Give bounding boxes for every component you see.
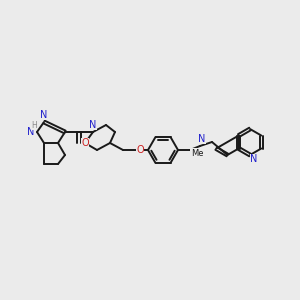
Text: H: H <box>31 121 37 130</box>
Text: O: O <box>81 138 89 148</box>
Text: O: O <box>136 145 144 155</box>
Text: N: N <box>250 154 258 164</box>
Text: N: N <box>40 110 48 120</box>
Text: Me: Me <box>191 148 203 158</box>
Text: N: N <box>27 127 35 137</box>
Text: N: N <box>89 120 97 130</box>
Text: N: N <box>198 134 206 144</box>
